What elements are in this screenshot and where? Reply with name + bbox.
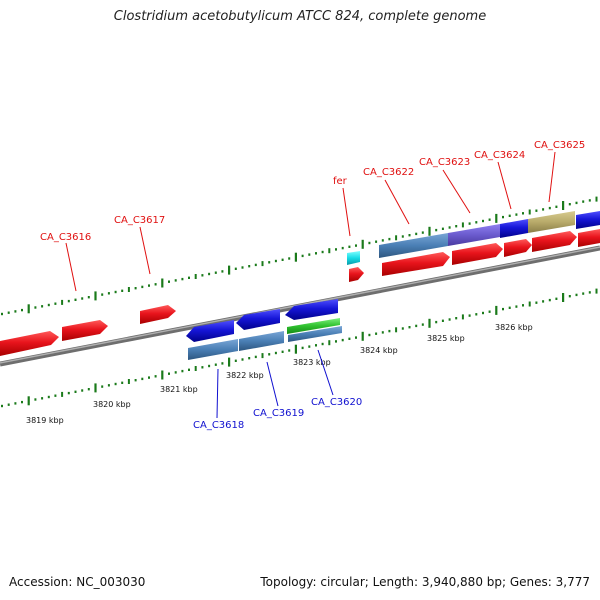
- label-leader: [497, 161, 512, 210]
- gene-label[interactable]: CA_C3622: [363, 167, 414, 178]
- gene-label[interactable]: CA_C3617: [114, 215, 165, 226]
- gene-arrow-forward[interactable]: [62, 320, 108, 341]
- gene-arrow-forward[interactable]: [532, 231, 577, 252]
- feature-band-steel[interactable]: [239, 331, 284, 351]
- gene-arrow-forward[interactable]: [0, 331, 59, 356]
- gene-label[interactable]: CA_C3625: [534, 140, 585, 151]
- gene-label[interactable]: CA_C3619: [253, 408, 304, 419]
- scale-label: 3823 kbp: [293, 358, 331, 367]
- gene-label[interactable]: CA_C3624: [474, 150, 525, 161]
- gene-arrow-forward[interactable]: [140, 305, 176, 324]
- gene-arrow-forward[interactable]: [349, 267, 364, 282]
- gene-arrow-forward[interactable]: [504, 239, 532, 257]
- gene-arrow-reverse[interactable]: [576, 211, 600, 229]
- feature-band-steel[interactable]: [188, 339, 238, 360]
- label-leader: [384, 179, 410, 225]
- feature-band-green[interactable]: [287, 318, 340, 334]
- gene-arrow-forward[interactable]: [578, 229, 600, 247]
- gene-label[interactable]: CA_C3623: [419, 157, 470, 168]
- rna-feature[interactable]: [347, 251, 360, 265]
- gene-arrow-reverse[interactable]: [500, 219, 528, 238]
- map-title: Clostridium acetobutylicum ATCC 824, com…: [113, 9, 487, 24]
- feature-band-purple[interactable]: [448, 224, 500, 246]
- gene-arrow-reverse[interactable]: [236, 309, 280, 330]
- scale-label: 3826 kbp: [495, 323, 533, 332]
- label-leader: [65, 242, 77, 292]
- gene-arrow-reverse[interactable]: [186, 320, 234, 342]
- scale-label: 3824 kbp: [360, 346, 398, 355]
- label-leader: [139, 226, 151, 275]
- gene-arrow-forward[interactable]: [382, 252, 450, 276]
- label-leader: [548, 151, 556, 203]
- gene-label[interactable]: CA_C3616: [40, 232, 91, 243]
- feature-band-steel[interactable]: [379, 233, 448, 258]
- label-leader: [317, 349, 334, 396]
- gene-arrow-reverse[interactable]: [285, 299, 338, 320]
- scale-label: 3821 kbp: [160, 385, 198, 394]
- gene-label[interactable]: fer: [333, 176, 348, 187]
- label-leader: [266, 361, 279, 407]
- accession-text: Accession: NC_003030: [9, 575, 146, 589]
- scale-label: 3820 kbp: [93, 400, 131, 409]
- gene-arrow-forward[interactable]: [452, 243, 503, 265]
- label-leader: [216, 368, 219, 419]
- feature-band-khaki[interactable]: [528, 211, 575, 233]
- gene-label[interactable]: CA_C3618: [193, 420, 244, 431]
- feature-band-steel[interactable]: [288, 326, 342, 342]
- reverse-scale-ticks: [1, 288, 598, 408]
- scale-label: 3819 kbp: [26, 416, 64, 425]
- topology-text: Topology: circular; Length: 3,940,880 bp…: [260, 575, 590, 589]
- forward-scale-ticks: [1, 196, 598, 316]
- label-leader: [442, 169, 471, 214]
- scale-label: 3822 kbp: [226, 371, 264, 380]
- genome-backbone-highlight: [0, 246, 600, 364]
- scale-label: 3825 kbp: [427, 334, 465, 343]
- label-leader: [342, 187, 351, 237]
- gene-label[interactable]: CA_C3620: [311, 397, 362, 408]
